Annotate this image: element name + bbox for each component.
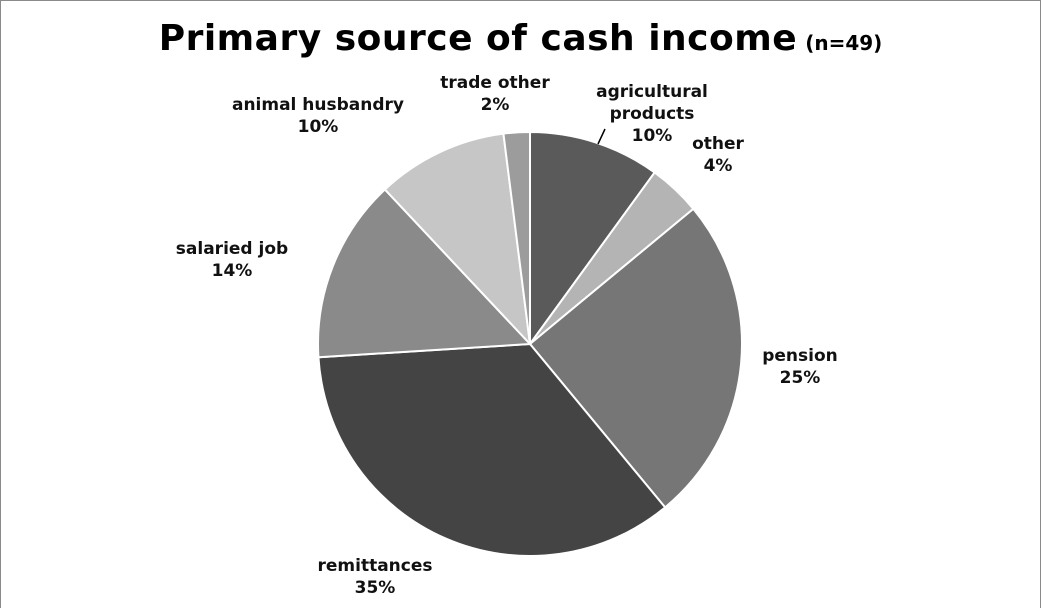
chart-title-text: Primary source of cash income <box>158 18 798 59</box>
pie-slice-pension <box>528 207 743 509</box>
slice-label-line: 10% <box>298 117 339 137</box>
slice-label-salaried-job: salaried job 14% <box>176 239 288 281</box>
slice-label-line: animal husbandry <box>232 95 404 115</box>
slice-label-line: 4% <box>704 156 733 176</box>
slice-label-line: agricultural <box>596 82 708 102</box>
slice-label-agricultural-products: agricultural products 10% <box>596 82 708 146</box>
slice-label-other: other 4% <box>692 134 744 176</box>
slice-label-line: pension <box>762 346 838 366</box>
slice-label-line: 14% <box>212 261 253 281</box>
slice-label-line: 35% <box>355 578 396 598</box>
slice-label-pension: pension 25% <box>762 346 838 388</box>
slice-label-remittances: remittances 35% <box>317 556 432 598</box>
slice-label-line: remittances <box>317 556 432 576</box>
pie-slice-trade-other <box>502 130 531 345</box>
pie-slice-agricultural-products <box>529 130 657 348</box>
slice-label-animal-husbandry: animal husbandry 10% <box>232 95 404 137</box>
slice-label-line: 25% <box>780 368 821 388</box>
slice-label-line: 2% <box>481 95 510 115</box>
slice-label-line: 10% <box>632 126 673 146</box>
slice-label-trade-other: trade other 2% <box>440 73 550 115</box>
pie-slice-salaried-job <box>317 188 533 359</box>
chart-subtitle: (n=49) <box>805 31 883 55</box>
slice-label-line: other <box>692 134 744 154</box>
leader-line-agricultural-products <box>597 128 606 145</box>
pie-slice-animal-husbandry <box>383 132 532 347</box>
chart-title: Primary source of cash income (n=49) <box>0 18 1041 59</box>
slice-label-line: trade other <box>440 73 550 93</box>
pie-slice-remittances <box>317 342 667 557</box>
slice-label-line: salaried job <box>176 239 288 259</box>
slice-label-line: products <box>610 104 695 124</box>
